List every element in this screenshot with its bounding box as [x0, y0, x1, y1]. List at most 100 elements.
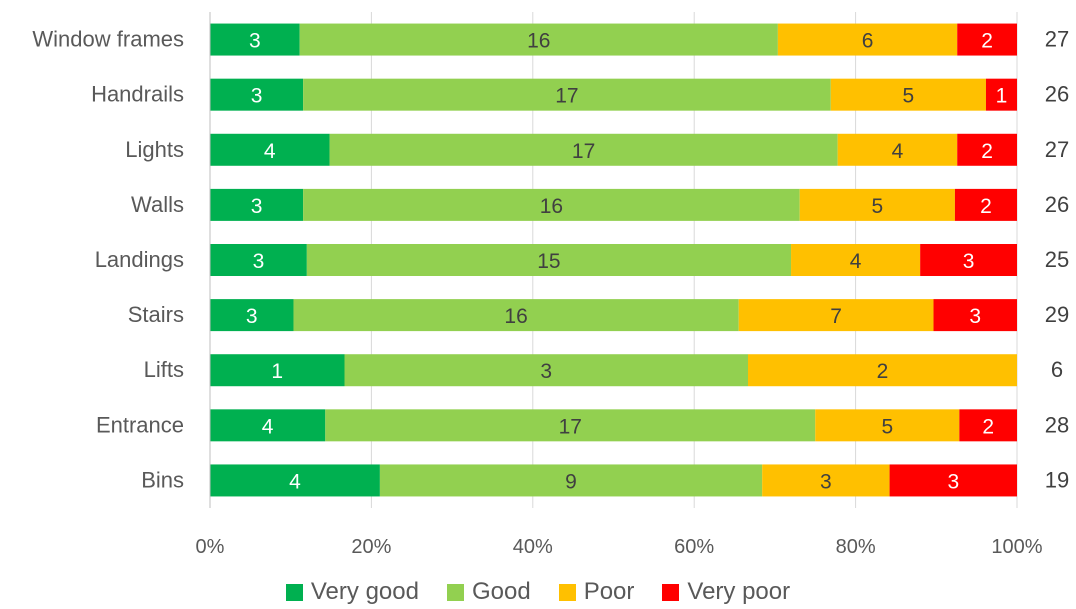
bar-segment: [344, 354, 748, 387]
total-label: 27: [1045, 27, 1069, 52]
bar-segment: [210, 133, 330, 166]
data-label: 3: [540, 360, 552, 383]
x-tick-label: 20%: [351, 536, 391, 558]
bar-segment: [815, 409, 960, 442]
legend-item-good: Good: [446, 578, 531, 606]
total-label: 6: [1051, 357, 1063, 382]
data-label: 2: [982, 415, 994, 438]
data-label: 5: [871, 195, 883, 218]
legend-label-poor: Poor: [583, 578, 635, 605]
stacked-bar-chart: 0% 20% 40% 60% 80% 100%Window frames 3 16 6 2 27Ha…: [32, 12, 1069, 558]
data-label: 17: [572, 140, 595, 163]
data-label: 16: [540, 195, 563, 218]
category-label: Walls: [131, 192, 184, 217]
data-label: 3: [947, 470, 959, 493]
bar-segment: [957, 23, 1017, 56]
bar-segment: [325, 409, 816, 442]
data-label: 3: [249, 30, 261, 53]
data-label: 3: [969, 305, 981, 328]
data-label: 16: [504, 305, 527, 328]
bar-segment: [957, 133, 1017, 166]
bar-segment: [791, 244, 921, 276]
data-label: 4: [264, 140, 276, 163]
bar-segment: [748, 354, 1017, 387]
bar-segment: [303, 188, 800, 221]
x-tick-label: 0%: [196, 536, 225, 558]
legend-label-very-good: Very good: [310, 578, 419, 605]
data-label: 3: [251, 85, 263, 108]
total-label: 27: [1045, 137, 1069, 162]
data-label: 5: [903, 85, 915, 108]
data-label: 17: [555, 85, 578, 108]
bar-segment: [210, 299, 294, 332]
x-tick-label: 40%: [513, 536, 553, 558]
data-label: 3: [253, 250, 265, 273]
bar-segment: [933, 299, 1017, 332]
legend-swatch-very-poor: [662, 583, 680, 601]
category-label: Lights: [125, 137, 184, 162]
bar-segment: [777, 23, 958, 56]
data-label: 3: [246, 305, 258, 328]
data-label: 2: [980, 195, 992, 218]
data-label: 1: [996, 85, 1008, 108]
legend-swatch-good: [446, 583, 464, 601]
legend: Very good Good Poor Very poor: [0, 576, 1076, 608]
x-tick-label: 60%: [674, 536, 714, 558]
data-label: 4: [892, 140, 904, 163]
bar-segment: [837, 133, 958, 166]
bar-segment: [889, 464, 1017, 497]
bar-segment: [210, 464, 380, 497]
data-label: 17: [559, 415, 582, 438]
bar-segment: [959, 409, 1017, 442]
total-label: 26: [1045, 192, 1069, 217]
bar-segment: [210, 188, 304, 221]
bar-segment: [210, 354, 345, 387]
legend-label-very-poor: Very poor: [687, 578, 791, 605]
bar-segment: [306, 244, 792, 276]
data-label: 3: [251, 195, 263, 218]
total-label: 29: [1045, 302, 1069, 327]
bar-segment: [762, 464, 890, 497]
legend-item-poor: Poor: [558, 578, 635, 606]
bar-segment: [293, 299, 739, 332]
category-label: Stairs: [128, 302, 184, 327]
data-label: 1: [271, 360, 283, 383]
total-label: 19: [1045, 467, 1069, 492]
category-label: Landings: [95, 247, 184, 272]
bar-segment: [830, 78, 986, 111]
bar-segment: [985, 78, 1017, 111]
data-label: 4: [850, 250, 862, 273]
bar-segment: [210, 78, 304, 111]
data-label: 3: [963, 250, 975, 273]
data-label: 5: [881, 415, 893, 438]
data-label: 15: [537, 250, 560, 273]
bar-segment: [954, 188, 1017, 221]
bar-segment: [299, 23, 778, 56]
x-tick-label: 80%: [836, 536, 876, 558]
data-label: 4: [262, 415, 274, 438]
legend-swatch-poor: [558, 583, 576, 601]
total-label: 28: [1045, 412, 1069, 437]
bar-segment: [210, 244, 307, 276]
data-label: 3: [820, 470, 832, 493]
total-label: 26: [1045, 82, 1069, 107]
legend-swatch-very-good: [285, 583, 303, 601]
legend-item-very-good: Very good: [285, 578, 419, 606]
bars: [210, 23, 1017, 497]
data-label: 2: [981, 140, 993, 163]
category-label: Window frames: [32, 27, 184, 52]
data-label: 2: [877, 360, 889, 383]
bar-segment: [210, 23, 300, 56]
legend-label-good: Good: [471, 578, 531, 605]
data-label: 4: [289, 470, 301, 493]
bar-segment: [329, 133, 838, 166]
data-label: 6: [862, 30, 874, 53]
legend-item-very-poor: Very poor: [662, 578, 790, 606]
data-label: 7: [830, 305, 842, 328]
category-label: Lifts: [144, 357, 184, 382]
bar-segment: [379, 464, 763, 497]
data-label: 9: [565, 470, 577, 493]
data-label: 16: [527, 30, 550, 53]
x-tick-label: 100%: [991, 536, 1042, 558]
